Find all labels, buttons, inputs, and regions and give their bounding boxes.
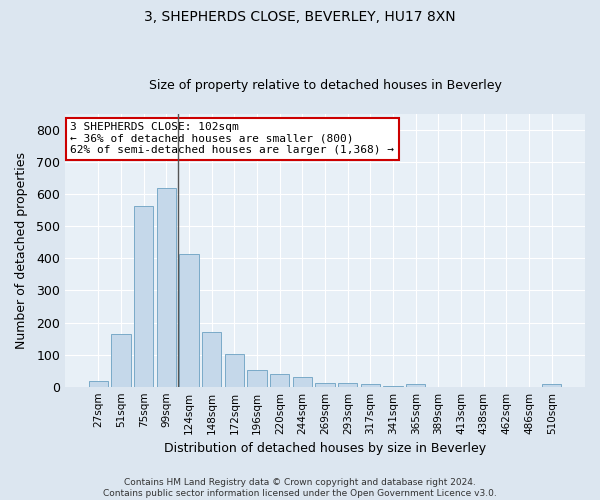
Bar — [112, 334, 131, 386]
Bar — [361, 384, 380, 386]
Y-axis label: Number of detached properties: Number of detached properties — [15, 152, 28, 349]
Bar — [157, 188, 176, 386]
Bar — [89, 381, 108, 386]
Text: 3, SHEPHERDS CLOSE, BEVERLEY, HU17 8XN: 3, SHEPHERDS CLOSE, BEVERLEY, HU17 8XN — [144, 10, 456, 24]
X-axis label: Distribution of detached houses by size in Beverley: Distribution of detached houses by size … — [164, 442, 486, 455]
Bar — [542, 384, 562, 386]
Bar — [179, 254, 199, 386]
Bar — [406, 384, 425, 386]
Bar — [338, 383, 358, 386]
Bar — [247, 370, 267, 386]
Bar — [293, 377, 312, 386]
Title: Size of property relative to detached houses in Beverley: Size of property relative to detached ho… — [149, 79, 502, 92]
Bar — [202, 332, 221, 386]
Bar — [225, 354, 244, 386]
Bar — [316, 382, 335, 386]
Bar — [270, 374, 289, 386]
Bar — [134, 206, 154, 386]
Text: Contains HM Land Registry data © Crown copyright and database right 2024.
Contai: Contains HM Land Registry data © Crown c… — [103, 478, 497, 498]
Text: 3 SHEPHERDS CLOSE: 102sqm
← 36% of detached houses are smaller (800)
62% of semi: 3 SHEPHERDS CLOSE: 102sqm ← 36% of detac… — [70, 122, 394, 156]
